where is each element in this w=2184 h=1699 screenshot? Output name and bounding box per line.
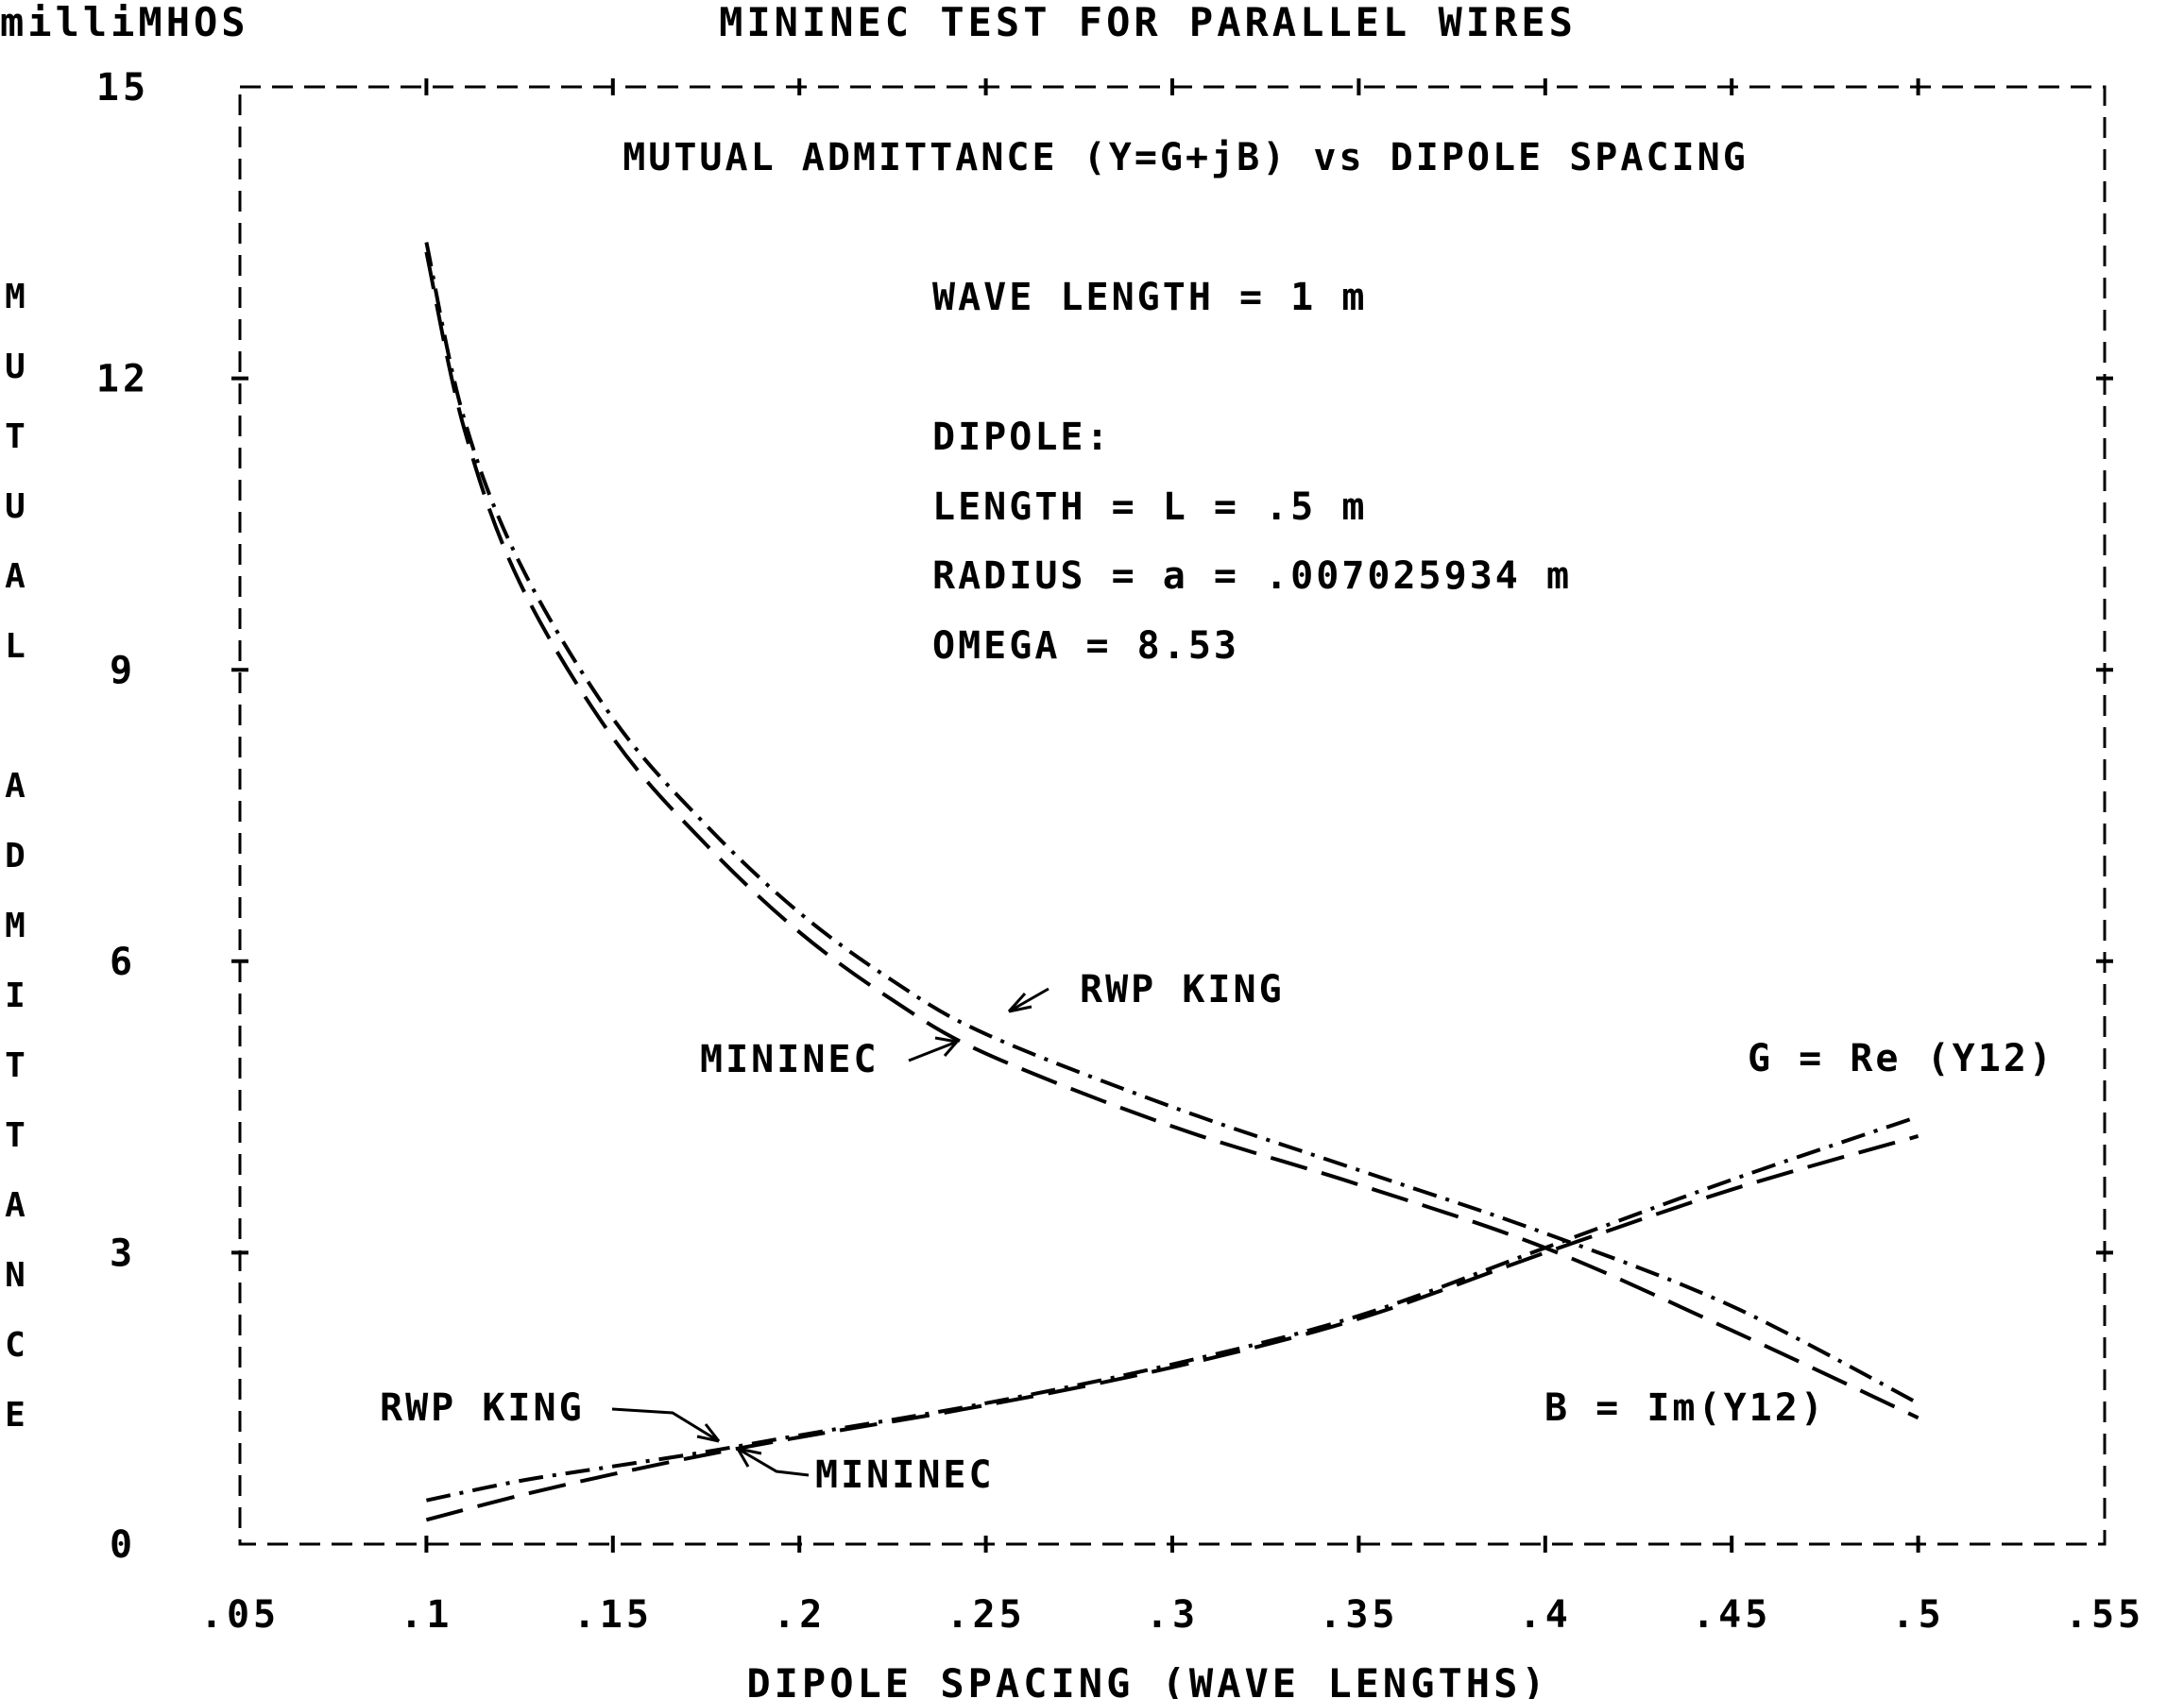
y-tick-label: 0 [110,1523,136,1567]
y-tick-label: 15 [96,66,149,110]
y-axis-label-letter: N [5,1256,26,1295]
info-line: LENGTH = L = .5 m [932,485,1367,529]
annotation-mininec-upper: MININEC [700,1038,879,1081]
chart-subtitle: MUTUAL ADMITTANCE (Y=G+jB) vs DIPOLE SPA… [623,136,1749,179]
chart-title: MININEC TEST FOR PARALLEL WIRES [719,0,1577,45]
x-tick-label: .55 [2065,1593,2144,1637]
info-line: RADIUS = a = .007025934 m [932,554,1572,598]
y-axis-label-letter: C [5,1326,26,1365]
y-axis-label-letter: T [5,1116,26,1155]
x-tick-label: .5 [1892,1593,1945,1637]
x-tick-label: .4 [1519,1593,1572,1637]
x-tick-label: .05 [200,1593,280,1637]
rwp-king-g-line [425,1114,1920,1503]
x-tick-label: .1 [400,1593,452,1637]
x-tick-label: .25 [946,1593,1025,1637]
y-tick-label: 9 [110,649,136,692]
y-axis-label-letter: L [5,627,26,666]
info-line: WAVE LENGTH = 1 m [932,276,1367,319]
y-tick-label: 3 [110,1232,136,1275]
annotation-arrows [611,987,1049,1477]
x-axis-label: DIPOLE SPACING (WAVE LENGTHS) [746,1660,1548,1699]
y-axis-label-letter: D [5,837,26,875]
y-axis-label-letter: E [5,1396,26,1435]
y-axis-label-letter: M [5,278,26,316]
y-tick-label: 12 [96,358,149,401]
annotation-rwp-king-lower: RWP KING [380,1386,585,1430]
info-line: OMEGA = 8.53 [932,624,1239,668]
annotation-rwp-king-upper: RWP KING [1080,968,1285,1011]
info-line: DIPOLE: [932,416,1112,459]
y-axis-label-letter: U [5,487,26,526]
y-axis-label-letter: T [5,1046,26,1085]
y-tick-label: 6 [110,941,136,984]
annotation-g-label: G = Re (Y12) [1748,1037,2055,1080]
tick-marks [231,78,2113,1553]
y-axis-label-letter: A [5,767,26,806]
y-tick-labels: 0 3 6 9 12 15 [96,66,149,1567]
rwp-king-b-line [424,242,1920,1405]
mininec-g-line [425,1134,1920,1522]
x-tick-labels: .05 .1 .15 .2 .25 .3 .35 .4 .45 .5 .55 [200,1593,2144,1637]
y-axis-label-letter: T [5,417,26,456]
y-units-label: milliMHOS [0,0,249,45]
x-tick-label: .45 [1692,1593,1771,1637]
y-axis-label-letter: A [5,1186,26,1225]
x-tick-label: .2 [773,1593,826,1637]
annotation-mininec-lower: MININEC [815,1453,995,1497]
series-lines [424,242,1920,1522]
y-axis-label-letter: M [5,907,26,945]
parameter-info: WAVE LENGTH = 1 m DIPOLE: LENGTH = L = .5 … [932,276,1572,668]
x-tick-label: .3 [1146,1593,1199,1637]
y-axis-label-letter: A [5,557,26,596]
x-tick-label: .35 [1319,1593,1398,1637]
y-axis-label-letter: U [5,348,26,386]
x-tick-label: .15 [573,1593,653,1637]
annotation-b-label: B = Im(Y12) [1544,1386,1826,1430]
mininec-b-line [424,251,1920,1420]
y-axis-label-letter: I [5,977,26,1015]
